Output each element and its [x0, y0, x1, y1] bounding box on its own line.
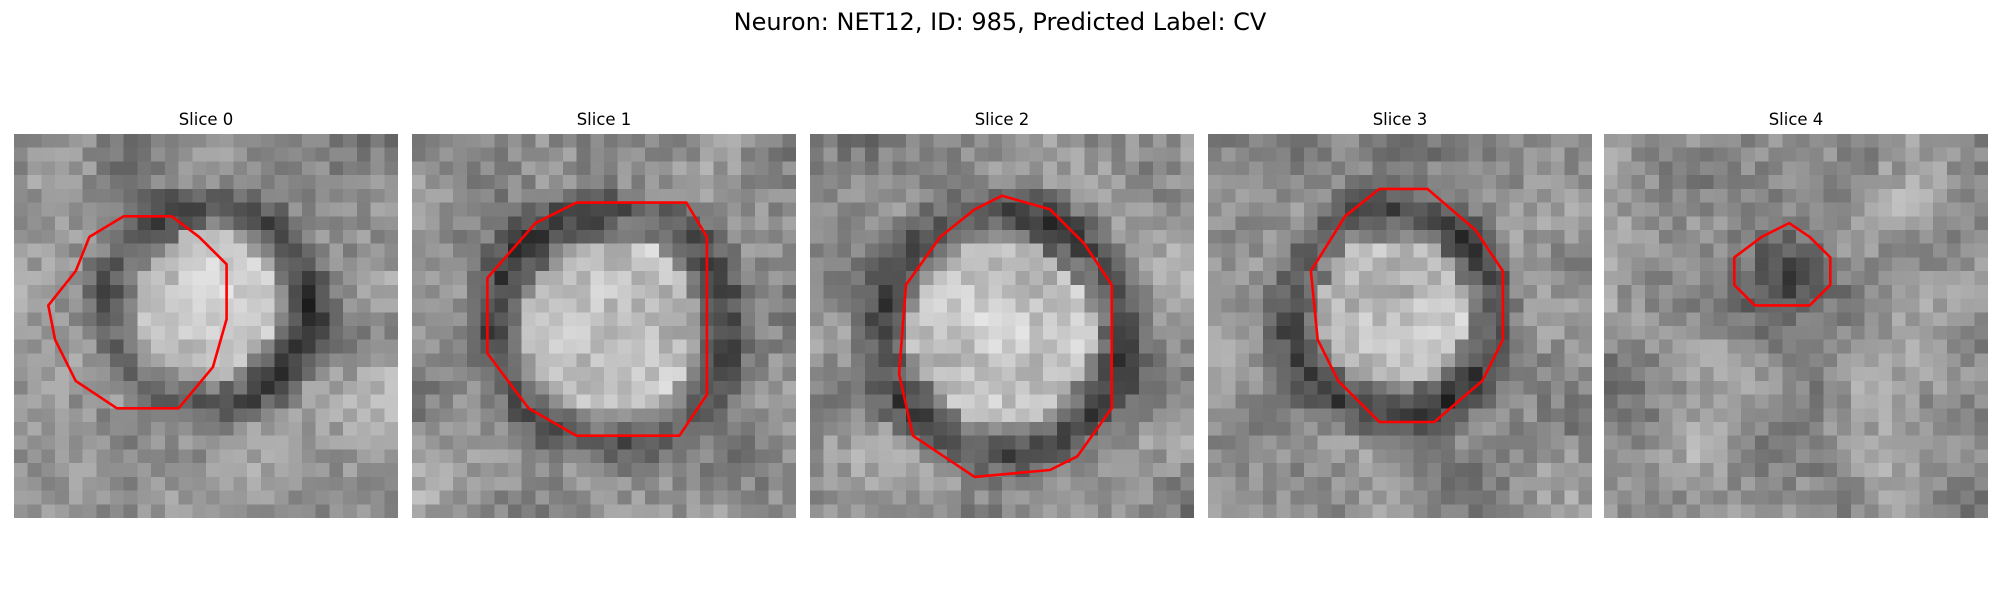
figure-title: Neuron: NET12, ID: 985, Predicted Label:… [733, 8, 1267, 36]
segmentation-contour [46, 215, 228, 410]
slice-panel-3: Slice 3 [1208, 106, 1592, 518]
slice-panel-2: Slice 2 [810, 106, 1194, 518]
pixel-grid [810, 134, 1194, 518]
slice-image-svg [14, 134, 398, 518]
pixel-grid [14, 134, 398, 518]
slice-image-svg [810, 134, 1194, 518]
slice-image [412, 134, 796, 518]
slice-image [1604, 134, 1988, 518]
slice-panel-1: Slice 1 [412, 106, 796, 518]
slice-image [810, 134, 1194, 518]
slice-title: Slice 1 [576, 110, 632, 129]
segmentation-contour [897, 194, 1114, 479]
slice-title: Slice 4 [1768, 110, 1824, 129]
pixel-grid [1604, 134, 1988, 518]
segmentation-contour [1309, 187, 1505, 424]
segmentation-contour [486, 201, 709, 438]
slice-title: Slice 2 [974, 110, 1030, 129]
slice-image-svg [1604, 134, 1988, 518]
pixel-grid [1208, 134, 1592, 518]
slice-image [1208, 134, 1592, 518]
slice-title: Slice 0 [178, 110, 234, 129]
slice-image-svg [1208, 134, 1592, 518]
slice-panel-0: Slice 0 [14, 106, 398, 518]
segmentation-contour [1733, 221, 1832, 307]
slice-title: Slice 3 [1372, 110, 1428, 129]
slice-panel-4: Slice 4 [1604, 106, 1988, 518]
pixel-grid [412, 134, 796, 518]
slice-image [14, 134, 398, 518]
slice-image-svg [412, 134, 796, 518]
